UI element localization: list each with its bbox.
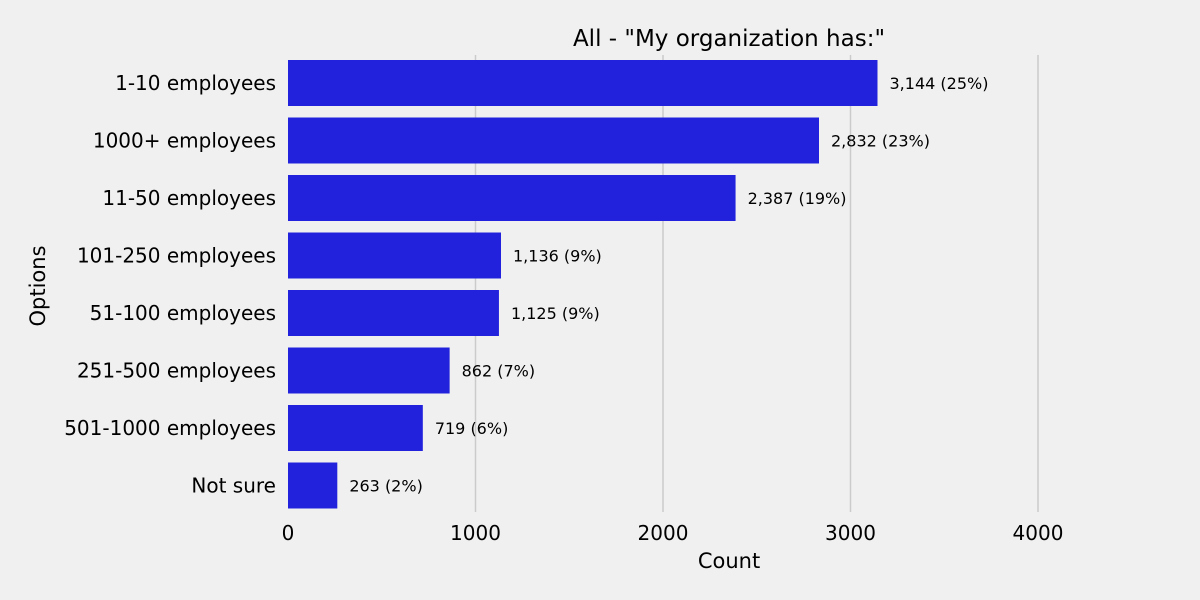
data-label: 862 (7%) — [462, 362, 536, 381]
bar — [288, 117, 819, 164]
bar — [288, 290, 499, 336]
bar — [288, 462, 338, 509]
bar — [288, 232, 501, 279]
y-tick-labels: 1-10 employees 1000+ employees 11-50 emplo… — [64, 71, 276, 498]
bar — [288, 60, 878, 106]
y-tick-label: 251-500 employees — [77, 359, 276, 383]
data-label: 263 (2%) — [349, 477, 423, 496]
bar — [288, 405, 423, 451]
x-tick-label: 3000 — [825, 521, 876, 545]
y-tick-label: 101-250 employees — [77, 244, 276, 268]
data-labels: 3,144 (25%) 2,832 (23%) 2,387 (19%) 1,136 (… — [349, 74, 988, 496]
y-tick-label: 1-10 employees — [115, 71, 276, 95]
x-tick-labels: 0 1000 2000 3000 4000 — [282, 521, 1064, 545]
y-tick-label: Not sure — [191, 474, 276, 498]
y-tick-label: 1000+ employees — [93, 129, 276, 153]
data-label: 2,387 (19%) — [748, 189, 847, 208]
y-tick-label: 11-50 employees — [102, 186, 276, 210]
bar — [288, 175, 736, 221]
x-tick-label: 0 — [282, 521, 295, 545]
data-label: 1,125 (9%) — [511, 304, 600, 323]
chart-title: All - "My organization has:" — [573, 26, 885, 52]
x-tick-label: 2000 — [638, 521, 689, 545]
data-label: 1,136 (9%) — [513, 247, 602, 266]
x-axis-label: Count — [698, 549, 760, 573]
bar — [288, 347, 450, 394]
y-axis-label: Options — [26, 245, 50, 326]
x-tick-label: 1000 — [450, 521, 501, 545]
data-label: 3,144 (25%) — [890, 74, 989, 93]
data-label: 719 (6%) — [435, 419, 509, 438]
x-tick-label: 4000 — [1013, 521, 1064, 545]
bars — [288, 60, 878, 509]
y-tick-label: 501-1000 employees — [64, 416, 276, 440]
y-tick-label: 51-100 employees — [90, 301, 276, 325]
data-label: 2,832 (23%) — [831, 132, 930, 151]
